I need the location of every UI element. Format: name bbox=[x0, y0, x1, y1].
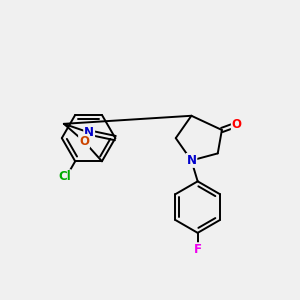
Text: F: F bbox=[194, 243, 202, 256]
Text: Cl: Cl bbox=[58, 170, 71, 183]
Text: N: N bbox=[84, 126, 94, 139]
Text: O: O bbox=[79, 135, 89, 148]
Text: N: N bbox=[186, 154, 197, 167]
Text: O: O bbox=[232, 118, 242, 131]
